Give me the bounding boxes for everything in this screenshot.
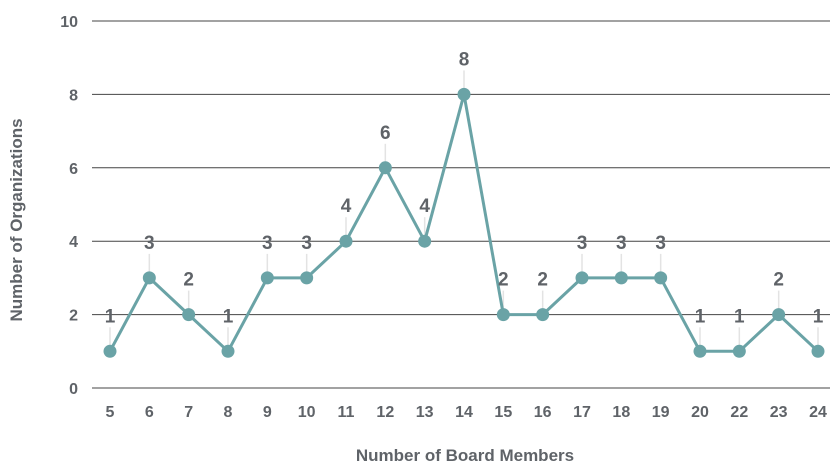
data-labels: 1 3 2 1 3 3 4 6 4 8 2 2 3 3 3 1 1 2 1 [105, 49, 824, 327]
x-tick-label: 18 [612, 404, 630, 421]
series-line-path [108, 92, 820, 353]
x-tick-label: 15 [494, 404, 512, 421]
y-tick-label: 4 [69, 234, 78, 251]
data-point [575, 271, 589, 285]
data-point [221, 344, 235, 358]
data-label-leaders [109, 70, 819, 346]
x-tick-label: 20 [691, 404, 709, 421]
x-tick-label: 22 [730, 404, 748, 421]
data-point [732, 344, 746, 358]
data-label: 1 [734, 306, 745, 327]
x-axis-ticks: 5 6 7 8 9 10 11 12 13 14 15 16 17 18 19 20 22 23 24 [106, 404, 827, 421]
x-tick-label: 6 [145, 404, 154, 421]
x-tick-label: 10 [298, 404, 316, 421]
series-line [108, 92, 820, 353]
y-tick-label: 10 [60, 14, 78, 31]
data-label: 1 [695, 306, 706, 327]
data-label: 2 [183, 270, 194, 291]
data-label: 3 [262, 233, 273, 254]
data-point [260, 271, 274, 285]
x-tick-label: 16 [534, 404, 552, 421]
x-axis-title: Number of Board Members [356, 446, 574, 464]
y-tick-label: 0 [69, 381, 78, 398]
data-label: 6 [380, 123, 391, 144]
data-label: 3 [301, 233, 312, 254]
data-label: 4 [341, 196, 352, 217]
data-point [300, 271, 314, 285]
data-point [496, 308, 510, 322]
x-tick-label: 13 [416, 404, 434, 421]
data-point [457, 87, 471, 101]
data-point [182, 308, 196, 322]
x-tick-label: 17 [573, 404, 591, 421]
y-axis-ticks: 0 2 4 6 8 10 [60, 14, 78, 398]
data-label: 3 [616, 233, 627, 254]
data-label: 2 [773, 270, 784, 291]
data-label: 1 [813, 306, 824, 327]
data-label: 4 [419, 196, 430, 217]
x-tick-label: 19 [652, 404, 670, 421]
y-tick-label: 2 [69, 308, 78, 325]
x-tick-label: 9 [263, 404, 272, 421]
data-point [103, 344, 117, 358]
gridlines [92, 20, 830, 389]
y-tick-label: 6 [69, 161, 78, 178]
data-point [811, 344, 825, 358]
y-axis-title: Number of Organizations [7, 118, 26, 321]
x-tick-label: 23 [770, 404, 788, 421]
x-tick-label: 12 [376, 404, 394, 421]
data-label: 8 [459, 49, 470, 70]
x-tick-label: 8 [224, 404, 233, 421]
data-label: 2 [537, 270, 548, 291]
data-point [142, 271, 156, 285]
x-tick-label: 24 [809, 404, 827, 421]
data-label: 3 [577, 233, 588, 254]
data-point [536, 308, 550, 322]
data-point [418, 234, 432, 248]
x-tick-label: 11 [338, 404, 355, 421]
data-label: 2 [498, 270, 509, 291]
data-label: 3 [655, 233, 666, 254]
data-point [339, 234, 353, 248]
data-point [693, 344, 707, 358]
data-label: 3 [144, 233, 155, 254]
data-label: 1 [105, 306, 116, 327]
data-label: 1 [223, 306, 234, 327]
y-tick-label: 8 [69, 87, 78, 104]
data-markers [103, 87, 825, 358]
x-tick-label: 14 [455, 404, 473, 421]
data-point [654, 271, 668, 285]
data-point [772, 308, 786, 322]
data-point [614, 271, 628, 285]
x-tick-label: 5 [106, 404, 115, 421]
data-point [378, 161, 392, 175]
x-tick-label: 7 [184, 404, 193, 421]
